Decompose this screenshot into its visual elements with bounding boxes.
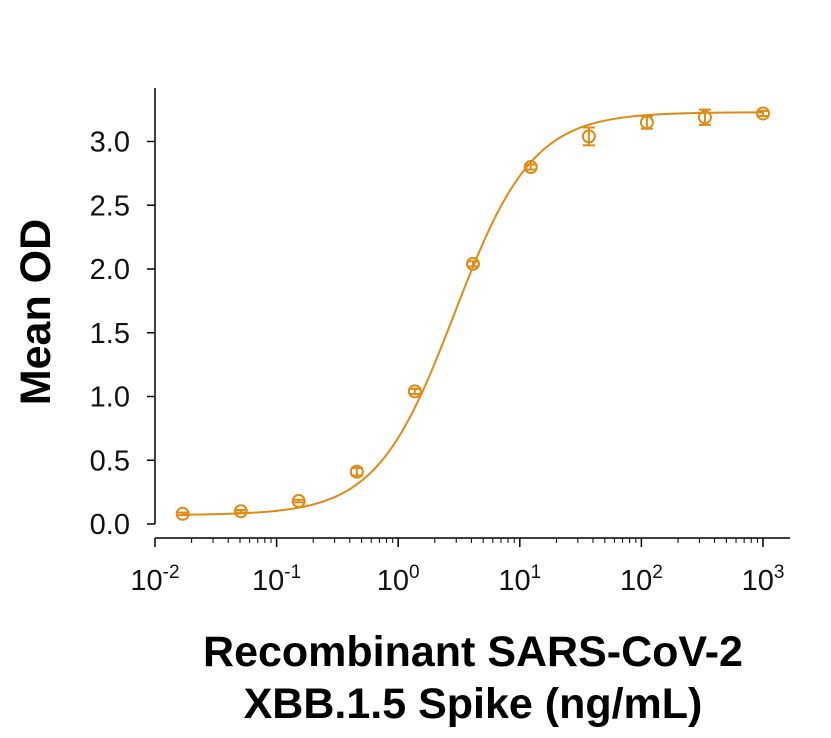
x-tick-base: 10: [742, 565, 774, 597]
data-point: [581, 129, 596, 144]
y-tick-label: 3.0: [90, 127, 130, 159]
y-axis-title: Mean OD: [12, 219, 60, 405]
x-tick-exponent: 1: [531, 562, 542, 583]
x-tick-label: 100: [377, 562, 420, 597]
y-tick-label: 2.0: [90, 254, 130, 286]
x-tick-label: 101: [498, 562, 541, 597]
x-tick-label: 102: [620, 562, 663, 597]
x-tick-base: 10: [620, 565, 652, 597]
x-tick-base: 10: [377, 565, 409, 597]
y-tick-label: 0.0: [90, 509, 130, 541]
data-points-group: [175, 106, 770, 521]
y-tick-label: 1.5: [90, 318, 130, 350]
y-tick-label: 1.0: [90, 382, 130, 414]
data-point: [697, 110, 712, 125]
x-tick-exponent: 0: [409, 562, 420, 583]
data-point: [349, 464, 364, 479]
y-tick-labels: 0.0 0.5 1.0 1.5 2.0 2.5 3.0: [90, 127, 130, 542]
data-point: [233, 504, 248, 519]
x-tick-label: 10-2: [130, 562, 179, 597]
x-tick-base: 10: [252, 565, 284, 597]
x-axis-title-line-2: XBB.1.5 Spike (ng/mL): [244, 680, 703, 728]
x-axis-title-line-1: Recombinant SARS-CoV-2: [203, 628, 743, 676]
data-point: [756, 106, 770, 121]
data-point: [175, 506, 190, 521]
x-tick-exponent: -2: [163, 562, 180, 583]
data-point: [465, 256, 480, 271]
fit-curve: [182, 111, 763, 516]
x-tick-exponent: -1: [284, 562, 301, 583]
x-tick-label: 10-1: [252, 562, 301, 597]
x-tick-label: 103: [742, 562, 785, 597]
x-tick-labels: 10-2 10-1 100 101 102 103: [130, 562, 784, 597]
fit-curve-group: [182, 111, 763, 516]
x-tick-base: 10: [498, 565, 530, 597]
data-point: [291, 494, 306, 509]
x-tick-exponent: 2: [652, 562, 663, 583]
x-tick-base: 10: [130, 565, 162, 597]
x-tick-exponent: 3: [774, 562, 785, 583]
y-tick-label: 0.5: [90, 445, 130, 477]
y-axis: [147, 88, 156, 525]
data-point: [407, 384, 422, 399]
x-axis: [154, 537, 790, 547]
y-tick-label: 2.5: [90, 190, 130, 222]
data-point: [523, 160, 538, 174]
data-point: [639, 115, 654, 130]
